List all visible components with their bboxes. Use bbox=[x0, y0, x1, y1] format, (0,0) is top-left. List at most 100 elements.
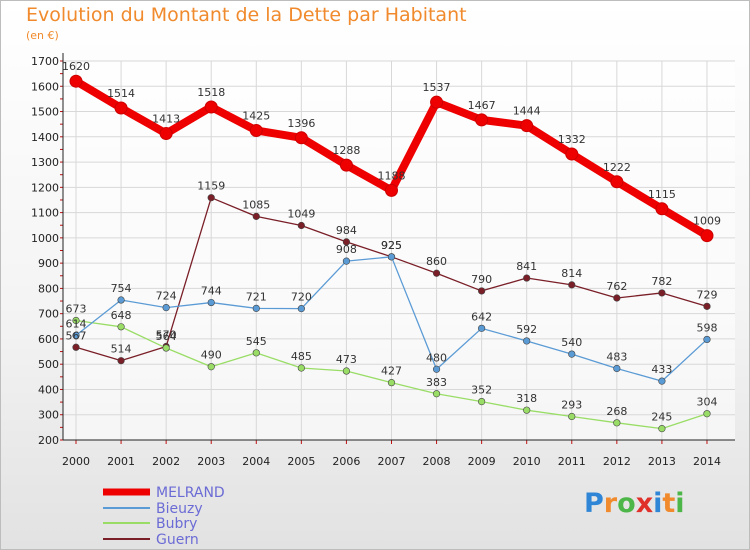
data-label: 485 bbox=[291, 350, 312, 363]
data-point bbox=[478, 324, 486, 332]
data-point bbox=[342, 367, 351, 375]
x-tick-label: 2008 bbox=[423, 455, 451, 468]
legend-label-bieuzy: Bieuzy bbox=[156, 501, 203, 517]
data-label: 1288 bbox=[332, 144, 360, 157]
data-point bbox=[342, 257, 351, 265]
data-label: 480 bbox=[426, 351, 447, 364]
data-point bbox=[297, 364, 305, 372]
data-label: 268 bbox=[606, 405, 627, 418]
data-label: 648 bbox=[111, 309, 132, 322]
data-label: 841 bbox=[516, 260, 537, 273]
data-point bbox=[252, 304, 260, 312]
data-label: 567 bbox=[66, 329, 87, 342]
data-label: 427 bbox=[381, 365, 402, 378]
data-label: 1222 bbox=[603, 161, 631, 174]
x-tick-label: 2004 bbox=[242, 455, 270, 468]
data-point bbox=[613, 294, 621, 302]
x-tick-label: 2012 bbox=[603, 455, 631, 468]
data-point bbox=[700, 229, 714, 243]
data-point bbox=[204, 100, 218, 114]
data-label: 304 bbox=[696, 396, 717, 409]
data-label: 483 bbox=[606, 350, 627, 363]
x-tick-label: 2006 bbox=[332, 455, 360, 468]
data-label: 984 bbox=[336, 224, 357, 237]
data-point bbox=[297, 221, 305, 230]
logo-letter: x bbox=[635, 488, 654, 519]
data-point bbox=[252, 349, 260, 357]
data-label: 293 bbox=[561, 399, 582, 412]
data-point bbox=[568, 281, 576, 289]
data-label: 1518 bbox=[197, 86, 225, 99]
data-point bbox=[432, 365, 441, 373]
data-point bbox=[432, 269, 441, 277]
data-point bbox=[117, 296, 125, 304]
data-point bbox=[655, 202, 669, 216]
data-point bbox=[207, 298, 215, 307]
y-tick-label: 1300 bbox=[31, 156, 59, 169]
data-label: 729 bbox=[696, 288, 717, 301]
y-tick-label: 1100 bbox=[31, 207, 59, 220]
data-label: 1444 bbox=[513, 105, 541, 118]
data-point bbox=[613, 364, 621, 373]
data-point bbox=[387, 379, 396, 387]
data-label: 814 bbox=[561, 267, 582, 280]
x-tick-label: 2000 bbox=[62, 455, 90, 468]
y-tick-label: 1200 bbox=[31, 181, 59, 194]
data-point bbox=[207, 363, 215, 371]
data-label: 908 bbox=[336, 243, 357, 256]
x-tick-label: 2007 bbox=[377, 455, 405, 468]
data-point bbox=[610, 175, 624, 189]
data-point bbox=[72, 331, 80, 339]
data-point bbox=[207, 194, 215, 202]
legend-label-guern: Guern bbox=[156, 532, 199, 548]
data-point bbox=[294, 131, 308, 145]
y-tick-label: 1700 bbox=[31, 55, 59, 68]
data-point bbox=[703, 335, 711, 344]
data-point bbox=[387, 253, 396, 261]
data-point bbox=[568, 350, 576, 358]
logo-letter: t bbox=[662, 488, 676, 519]
data-point bbox=[342, 238, 351, 246]
data-label: 1514 bbox=[107, 87, 135, 100]
proxiti-logo: Proxiti bbox=[584, 488, 685, 519]
data-point bbox=[432, 390, 441, 398]
data-point bbox=[117, 357, 125, 365]
legend-label-melrand: MELRAND bbox=[156, 485, 225, 501]
data-label: 318 bbox=[516, 392, 537, 405]
data-point bbox=[565, 147, 579, 161]
data-point bbox=[159, 127, 173, 141]
data-point bbox=[523, 274, 531, 282]
x-tick-label: 2002 bbox=[152, 455, 180, 468]
data-point bbox=[384, 183, 398, 197]
data-label: 1332 bbox=[558, 133, 586, 146]
data-label: 925 bbox=[381, 239, 402, 252]
data-label: 721 bbox=[246, 290, 267, 303]
data-label: 782 bbox=[651, 275, 672, 288]
data-label: 1115 bbox=[648, 188, 676, 201]
data-label: 245 bbox=[651, 411, 672, 424]
data-label: 724 bbox=[156, 290, 177, 303]
y-tick-label: 500 bbox=[38, 358, 59, 371]
data-point bbox=[703, 410, 711, 418]
data-point bbox=[117, 323, 125, 331]
x-tick-label: 2009 bbox=[468, 455, 496, 468]
x-tick-label: 2005 bbox=[287, 455, 315, 468]
logo-letter: o bbox=[617, 488, 636, 519]
y-tick-label: 1400 bbox=[31, 131, 59, 144]
data-label: 1159 bbox=[197, 180, 225, 193]
data-label: 540 bbox=[561, 336, 582, 349]
x-tick-label: 2014 bbox=[693, 455, 721, 468]
y-tick-label: 600 bbox=[38, 333, 59, 346]
data-point bbox=[475, 113, 489, 127]
data-point bbox=[430, 95, 444, 109]
y-tick-label: 800 bbox=[38, 282, 59, 295]
data-label: 433 bbox=[651, 363, 672, 376]
data-label: 762 bbox=[606, 280, 627, 293]
data-point bbox=[249, 123, 263, 137]
data-point bbox=[72, 343, 80, 351]
data-point bbox=[162, 344, 170, 352]
data-point bbox=[568, 412, 576, 421]
data-label: 1620 bbox=[62, 60, 90, 73]
